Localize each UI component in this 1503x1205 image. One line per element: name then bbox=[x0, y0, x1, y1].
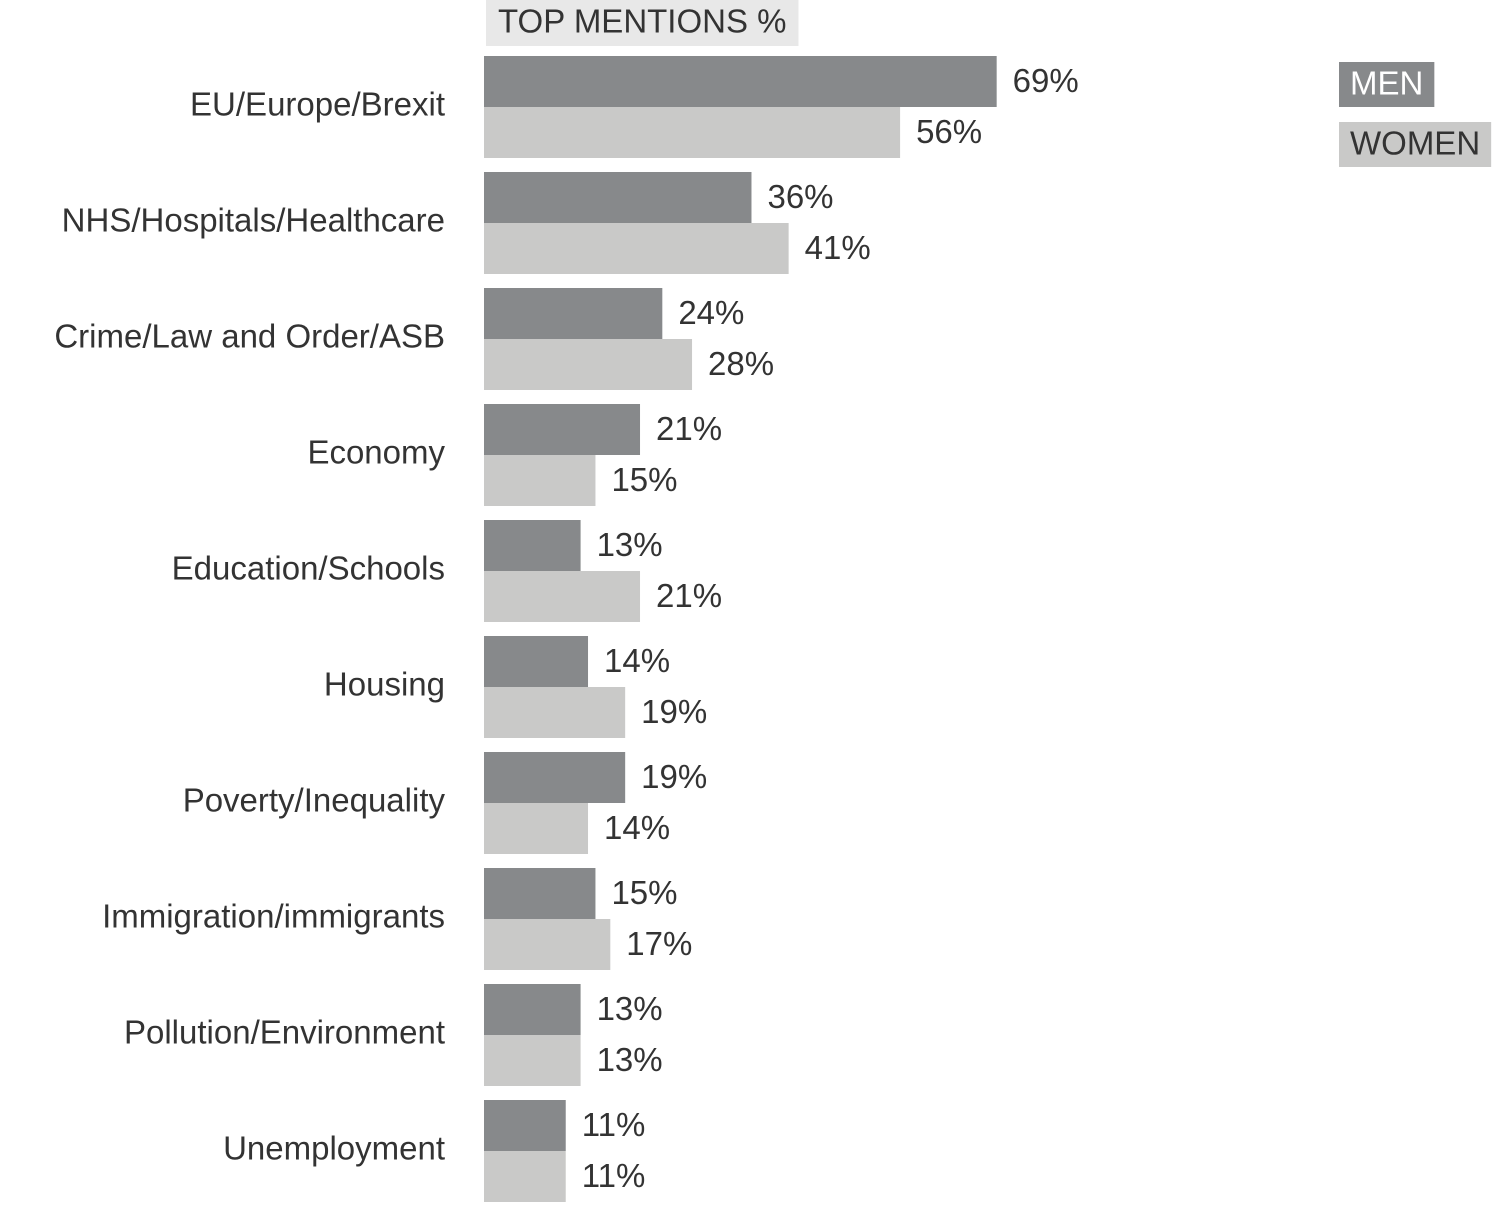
bar bbox=[484, 687, 626, 738]
value-label: 41% bbox=[805, 229, 871, 266]
bar bbox=[484, 752, 626, 803]
value-label: 69% bbox=[1013, 62, 1079, 99]
value-label: 28% bbox=[708, 345, 774, 382]
category-label: NHS/Hospitals/Healthcare bbox=[62, 202, 445, 239]
bar bbox=[484, 919, 611, 970]
bar bbox=[484, 223, 789, 274]
category-label: Unemployment bbox=[223, 1130, 445, 1167]
bar bbox=[484, 984, 581, 1035]
bar bbox=[484, 571, 641, 622]
category-label: Immigration/immigrants bbox=[102, 898, 445, 935]
value-label: 13% bbox=[597, 526, 663, 563]
category-label: Poverty/Inequality bbox=[183, 782, 446, 819]
value-label: 13% bbox=[597, 1041, 663, 1078]
category-label: Housing bbox=[324, 666, 445, 703]
bar bbox=[484, 1035, 581, 1086]
legend-label: MEN bbox=[1350, 65, 1423, 102]
category-label: Pollution/Environment bbox=[124, 1014, 445, 1051]
title-background bbox=[486, 0, 799, 46]
value-label: 15% bbox=[611, 874, 677, 911]
bar bbox=[484, 803, 589, 854]
category-label: Crime/Law and Order/ASB bbox=[54, 318, 445, 355]
value-label: 15% bbox=[611, 461, 677, 498]
bar bbox=[484, 288, 663, 339]
bar bbox=[484, 339, 693, 390]
bar bbox=[484, 1151, 566, 1202]
bar bbox=[484, 404, 641, 455]
bar bbox=[484, 56, 997, 107]
value-label: 19% bbox=[641, 758, 707, 795]
category-label: Education/Schools bbox=[172, 550, 445, 587]
category-label: Economy bbox=[307, 434, 445, 471]
legend-swatch bbox=[1339, 122, 1492, 167]
value-label: 11% bbox=[582, 1106, 646, 1143]
bar bbox=[484, 520, 581, 571]
value-label: 19% bbox=[641, 693, 707, 730]
legend-label: WOMEN bbox=[1350, 125, 1480, 162]
bar bbox=[484, 1100, 566, 1151]
legend-swatch bbox=[1339, 62, 1435, 107]
value-label: 24% bbox=[678, 294, 744, 331]
value-label: 56% bbox=[916, 113, 982, 150]
value-label: 13% bbox=[597, 990, 663, 1027]
value-label: 21% bbox=[656, 577, 722, 614]
bar bbox=[484, 868, 596, 919]
value-label: 36% bbox=[767, 178, 833, 215]
value-label: 11% bbox=[582, 1157, 646, 1194]
chart-title: TOP MENTIONS % bbox=[498, 3, 787, 40]
bar bbox=[484, 455, 596, 506]
bar bbox=[484, 636, 589, 687]
value-label: 17% bbox=[626, 925, 692, 962]
value-label: 21% bbox=[656, 410, 722, 447]
value-label: 14% bbox=[604, 642, 670, 679]
bar bbox=[484, 172, 752, 223]
category-label: EU/Europe/Brexit bbox=[190, 86, 445, 123]
bar bbox=[484, 107, 901, 158]
value-label: 14% bbox=[604, 809, 670, 846]
